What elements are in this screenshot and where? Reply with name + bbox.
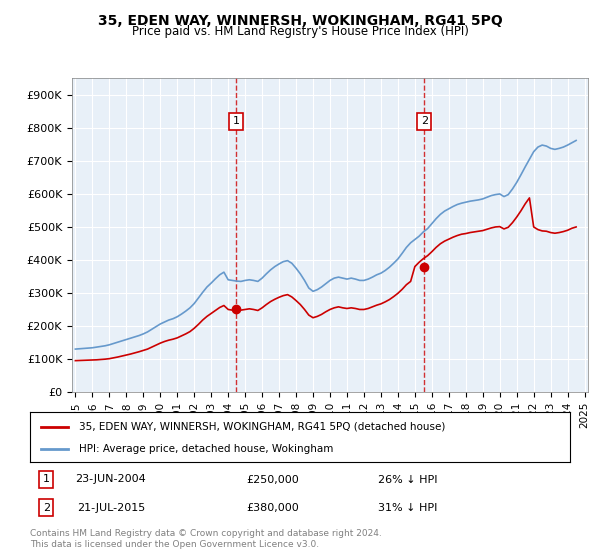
Text: Price paid vs. HM Land Registry's House Price Index (HPI): Price paid vs. HM Land Registry's House … bbox=[131, 25, 469, 38]
Text: 31% ↓ HPI: 31% ↓ HPI bbox=[379, 503, 437, 513]
Text: 35, EDEN WAY, WINNERSH, WOKINGHAM, RG41 5PQ (detached house): 35, EDEN WAY, WINNERSH, WOKINGHAM, RG41 … bbox=[79, 422, 445, 432]
Text: 35, EDEN WAY, WINNERSH, WOKINGHAM, RG41 5PQ: 35, EDEN WAY, WINNERSH, WOKINGHAM, RG41 … bbox=[98, 14, 502, 28]
Text: 21-JUL-2015: 21-JUL-2015 bbox=[77, 503, 145, 513]
Text: £250,000: £250,000 bbox=[247, 474, 299, 484]
Text: 1: 1 bbox=[43, 474, 50, 484]
Text: 2: 2 bbox=[421, 116, 428, 127]
Text: 26% ↓ HPI: 26% ↓ HPI bbox=[378, 474, 438, 484]
Text: HPI: Average price, detached house, Wokingham: HPI: Average price, detached house, Woki… bbox=[79, 445, 333, 454]
Text: 1: 1 bbox=[232, 116, 239, 127]
Text: 23-JUN-2004: 23-JUN-2004 bbox=[76, 474, 146, 484]
Text: 2: 2 bbox=[43, 503, 50, 513]
Text: £380,000: £380,000 bbox=[247, 503, 299, 513]
Text: Contains HM Land Registry data © Crown copyright and database right 2024.
This d: Contains HM Land Registry data © Crown c… bbox=[30, 529, 382, 549]
